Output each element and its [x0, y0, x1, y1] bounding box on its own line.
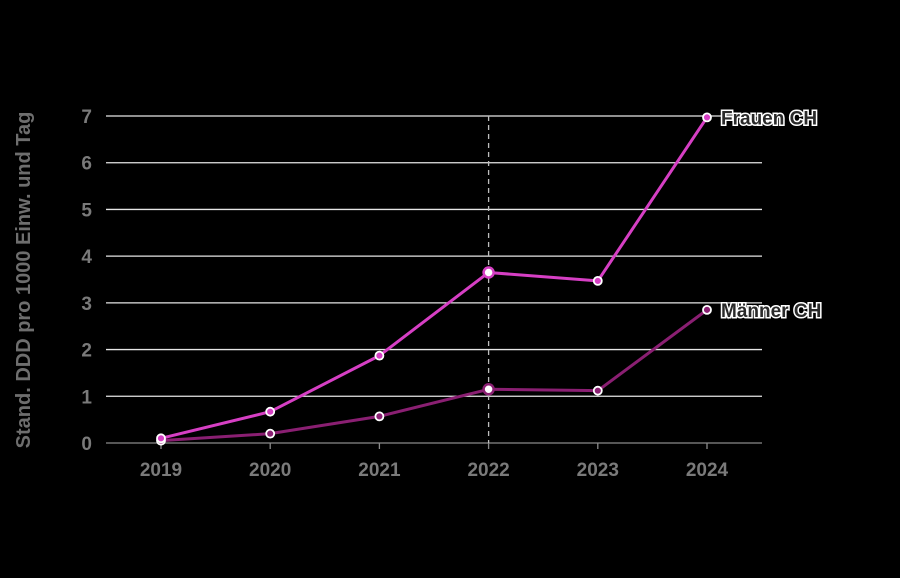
data-point — [592, 385, 603, 396]
x-tick-label: 2021 — [358, 460, 401, 481]
data-point — [374, 350, 385, 361]
y-tick-label: 7 — [81, 107, 92, 128]
data-point — [482, 383, 495, 396]
y-tick-label: 1 — [81, 387, 92, 408]
x-axis-ticks: 2019 2020 2021 2022 2023 2024 — [140, 443, 729, 481]
y-tick-label: 3 — [81, 294, 92, 315]
data-point — [592, 276, 603, 286]
data-point — [374, 411, 385, 422]
series-label: Männer CH — [721, 301, 821, 322]
x-tick-label: 2024 — [686, 460, 729, 481]
x-tick-label: 2019 — [140, 460, 182, 481]
y-tick-label: 2 — [81, 341, 92, 362]
y-axis-label: Stand. DDD pro 1000 Einw. und Tag — [13, 112, 35, 449]
y-tick-label: 5 — [81, 200, 92, 221]
y-tick-label: 6 — [81, 154, 92, 175]
data-point — [702, 112, 712, 123]
data-point — [265, 428, 276, 439]
grid-lines — [106, 115, 762, 444]
data-point — [702, 304, 712, 315]
series-line — [160, 116, 709, 440]
x-tick-label: 2023 — [577, 460, 619, 481]
y-tick-label: 4 — [81, 247, 92, 268]
series-label: Frauen CH — [721, 108, 817, 129]
y-axis-ticks: 0 1 2 3 4 5 6 7 — [81, 107, 92, 455]
data-point — [156, 433, 166, 444]
data-point — [265, 406, 276, 417]
series-lines — [156, 112, 712, 446]
x-tick-label: 2020 — [249, 460, 291, 481]
x-tick-label: 2022 — [467, 460, 509, 481]
series-line — [160, 308, 708, 443]
series-labels: Männer CH Frauen CH — [720, 107, 823, 323]
data-point — [482, 266, 495, 279]
y-tick-label: 0 — [81, 434, 92, 455]
